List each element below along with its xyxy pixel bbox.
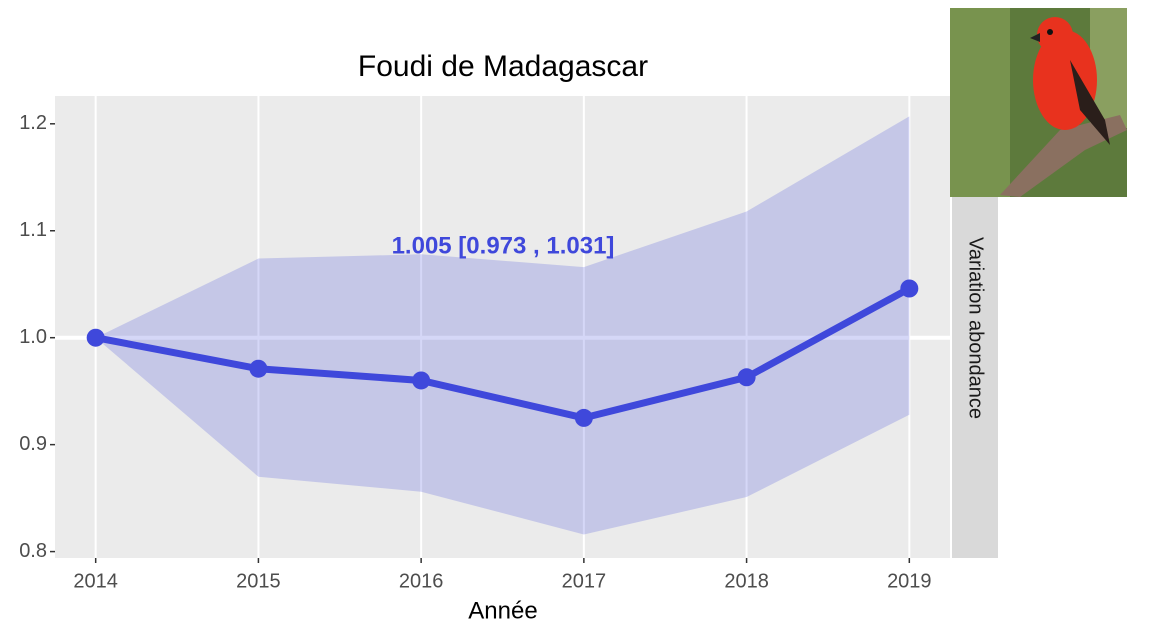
x-tick-label: 2018 <box>724 570 769 592</box>
x-tick-label: 2019 <box>887 570 932 592</box>
bird-photo <box>950 8 1127 197</box>
data-point <box>738 368 756 386</box>
y-tick-label: 1.1 <box>19 219 47 241</box>
x-axis-title: Année <box>468 597 537 624</box>
y-tick-label: 1.2 <box>19 112 47 134</box>
x-tick-label: 2017 <box>562 570 607 592</box>
chart-title: Foudi de Madagascar <box>358 50 648 83</box>
strip-label: Variation abondance <box>965 237 987 419</box>
y-tick-label: 1.0 <box>19 326 47 348</box>
chart: Variation abondance Foudi de Madagascar … <box>0 0 1154 631</box>
data-point <box>900 280 918 298</box>
data-point <box>249 360 267 378</box>
y-tick-label: 0.9 <box>19 433 47 455</box>
data-point <box>87 329 105 347</box>
x-tick-label: 2016 <box>399 570 444 592</box>
data-point <box>412 371 430 389</box>
x-tick-label: 2014 <box>73 570 118 592</box>
x-tick-label: 2015 <box>236 570 281 592</box>
data-point <box>575 409 593 427</box>
annotation: 1.005 [0.973 , 1.031] <box>392 232 615 259</box>
y-tick-label: 0.8 <box>19 540 47 562</box>
